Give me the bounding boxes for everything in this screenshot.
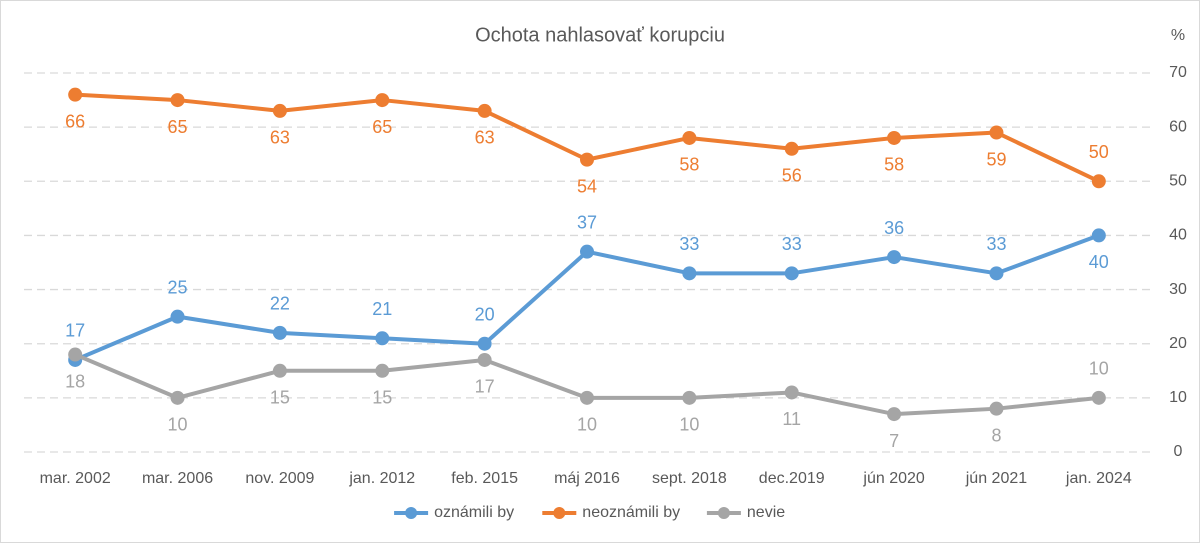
- data-label: 15: [270, 388, 290, 408]
- data-label: 33: [986, 234, 1006, 254]
- data-point: [272, 363, 287, 378]
- data-point: [887, 130, 902, 145]
- data-point: [272, 103, 287, 118]
- y-tick-label: 10: [1169, 389, 1187, 406]
- data-label: 33: [679, 234, 699, 254]
- data-label: 15: [372, 388, 392, 408]
- data-label: 20: [475, 304, 495, 324]
- data-point: [477, 352, 492, 367]
- x-tick-label: sept. 2018: [652, 470, 727, 487]
- legend-label: oznámili by: [434, 504, 514, 521]
- data-point: [682, 266, 697, 281]
- y-tick-label: 70: [1169, 64, 1187, 81]
- x-tick-label: mar. 2006: [142, 470, 213, 487]
- data-label: 17: [475, 377, 495, 397]
- y-axis-label: %: [1171, 27, 1185, 44]
- data-label: 56: [782, 166, 802, 186]
- data-label: 58: [884, 155, 904, 175]
- data-point: [682, 390, 697, 405]
- data-label: 65: [168, 117, 188, 137]
- data-label: 63: [475, 128, 495, 148]
- data-label: 25: [168, 277, 188, 297]
- data-point: [784, 141, 799, 156]
- data-point: [784, 385, 799, 400]
- y-tick-label: 0: [1174, 443, 1183, 460]
- x-tick-label: máj 2016: [554, 470, 620, 487]
- data-label: 21: [372, 299, 392, 319]
- data-point: [1091, 174, 1106, 189]
- legend-marker: [405, 507, 418, 519]
- data-point: [170, 93, 185, 108]
- data-label: 17: [65, 321, 85, 341]
- data-label: 40: [1089, 252, 1109, 272]
- legend-label: neoznámili by: [582, 504, 680, 521]
- data-point: [580, 244, 594, 259]
- data-label: 36: [884, 218, 904, 238]
- data-label: 18: [65, 371, 85, 391]
- legend-marker: [553, 507, 566, 519]
- data-point: [989, 266, 1004, 281]
- data-point: [1091, 228, 1106, 243]
- data-label: 37: [577, 212, 597, 232]
- data-label: 58: [679, 155, 699, 175]
- y-tick-label: 50: [1169, 173, 1187, 190]
- data-label: 63: [270, 128, 290, 148]
- data-label: 54: [577, 176, 597, 196]
- data-point: [375, 363, 390, 378]
- data-point: [68, 87, 83, 102]
- data-point: [170, 309, 185, 324]
- x-tick-label: feb. 2015: [451, 470, 518, 487]
- data-point: [887, 250, 902, 265]
- x-tick-label: mar. 2002: [40, 470, 111, 487]
- legend-marker: [717, 507, 730, 519]
- data-point: [682, 130, 697, 145]
- data-point: [580, 390, 594, 405]
- legend-label: nevie: [747, 504, 785, 521]
- data-point: [1091, 390, 1106, 405]
- data-label: 10: [679, 415, 699, 435]
- data-point: [375, 93, 390, 108]
- chart-title: Ochota nahlasovať korupciu: [475, 24, 725, 46]
- data-point: [989, 125, 1004, 140]
- data-point: [375, 331, 390, 346]
- y-tick-label: 40: [1169, 227, 1187, 244]
- data-label: 22: [270, 294, 290, 314]
- data-label: 65: [372, 117, 392, 137]
- x-tick-label: jún 2020: [862, 470, 924, 487]
- data-point: [580, 152, 594, 167]
- data-label: 33: [782, 234, 802, 254]
- data-label: 7: [889, 431, 899, 451]
- y-tick-label: 60: [1169, 118, 1187, 135]
- x-tick-label: jan. 2012: [348, 470, 415, 487]
- data-point: [170, 390, 185, 405]
- data-label: 59: [986, 149, 1006, 169]
- data-point: [477, 103, 492, 118]
- data-point: [887, 407, 902, 422]
- y-tick-label: 20: [1169, 335, 1187, 352]
- data-label: 66: [65, 111, 85, 131]
- data-label: 10: [168, 415, 188, 435]
- x-tick-label: jan. 2024: [1065, 470, 1132, 487]
- y-tick-label: 30: [1169, 281, 1187, 298]
- data-label: 11: [782, 409, 801, 429]
- data-point: [477, 336, 492, 351]
- x-tick-label: nov. 2009: [245, 470, 314, 487]
- data-point: [68, 347, 83, 362]
- data-label: 8: [991, 425, 1001, 445]
- data-label: 10: [1089, 359, 1109, 379]
- x-tick-label: dec.2019: [759, 470, 825, 487]
- data-point: [272, 325, 287, 340]
- x-tick-label: jún 2021: [965, 470, 1027, 487]
- data-point: [784, 266, 799, 281]
- data-point: [989, 401, 1004, 416]
- data-label: 10: [577, 415, 597, 435]
- data-label: 50: [1089, 142, 1109, 162]
